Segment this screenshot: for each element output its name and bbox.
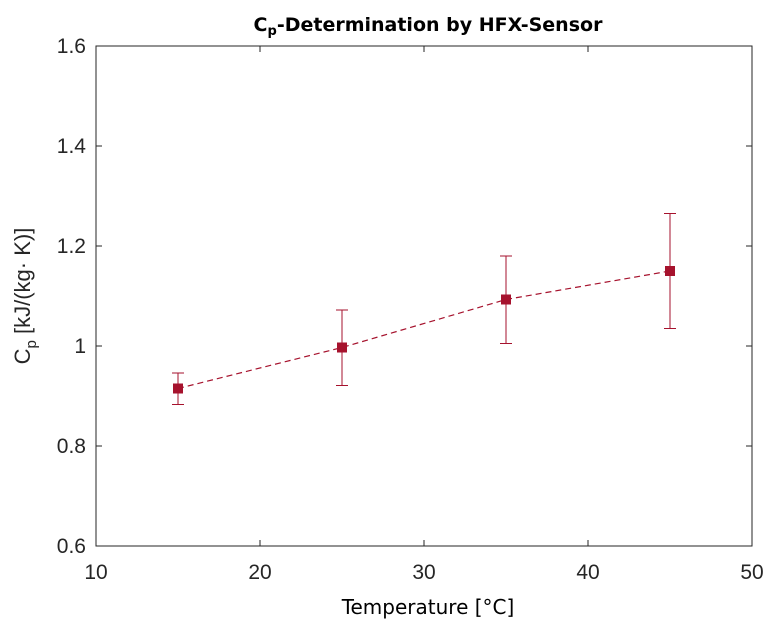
data-point [665,266,675,276]
x-tick-label: 30 [412,561,435,584]
series-line [177,270,671,390]
data-point [173,383,183,394]
data-series [172,213,676,405]
ylabel-subscript: p [23,340,40,348]
title-main: C [254,14,268,36]
x-tick-label: 10 [84,561,107,584]
x-tick-label: 20 [248,561,271,584]
y-tick-label: 1.6 [57,35,86,58]
title-rest: -Determination by HFX-Sensor [277,14,603,36]
data-point [501,294,511,305]
y-tick-label: 1.4 [57,135,87,158]
x-tick-label: 50 [740,561,763,584]
title-subscript: p [268,24,277,39]
y-tick-label: 1 [74,335,86,358]
plot-area [95,45,753,547]
y-tick-label: 1.2 [57,235,86,258]
data-point [337,342,347,353]
chart-title: Cp-Determination by HFX-Sensor [254,14,604,39]
x-axis: 10 20 30 40 50 [84,46,764,584]
y-tick-label: 0.8 [57,435,86,458]
y-axis: 0.6 0.8 1 1.2 1.4 1.6 [57,35,752,558]
x-tick-label: 40 [576,561,599,584]
ylabel-main: C [10,348,35,364]
y-axis-label: Cp [kJ/(kg· K)] [10,228,40,365]
x-axis-label: Temperature [°C] [341,595,515,619]
y-tick-label: 0.6 [57,535,86,558]
ylabel-rest: [kJ/(kg· K)] [10,228,35,340]
